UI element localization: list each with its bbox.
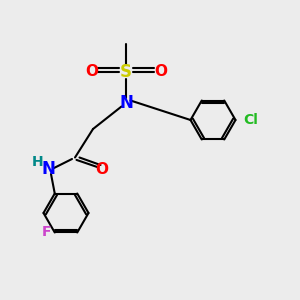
Text: N: N — [119, 94, 133, 112]
Text: S: S — [120, 63, 132, 81]
Text: O: O — [154, 64, 167, 80]
Text: O: O — [85, 64, 98, 80]
Text: Cl: Cl — [243, 113, 258, 127]
Text: F: F — [42, 226, 51, 239]
Text: O: O — [95, 162, 109, 177]
Text: N: N — [41, 160, 55, 178]
Text: H: H — [32, 155, 43, 169]
